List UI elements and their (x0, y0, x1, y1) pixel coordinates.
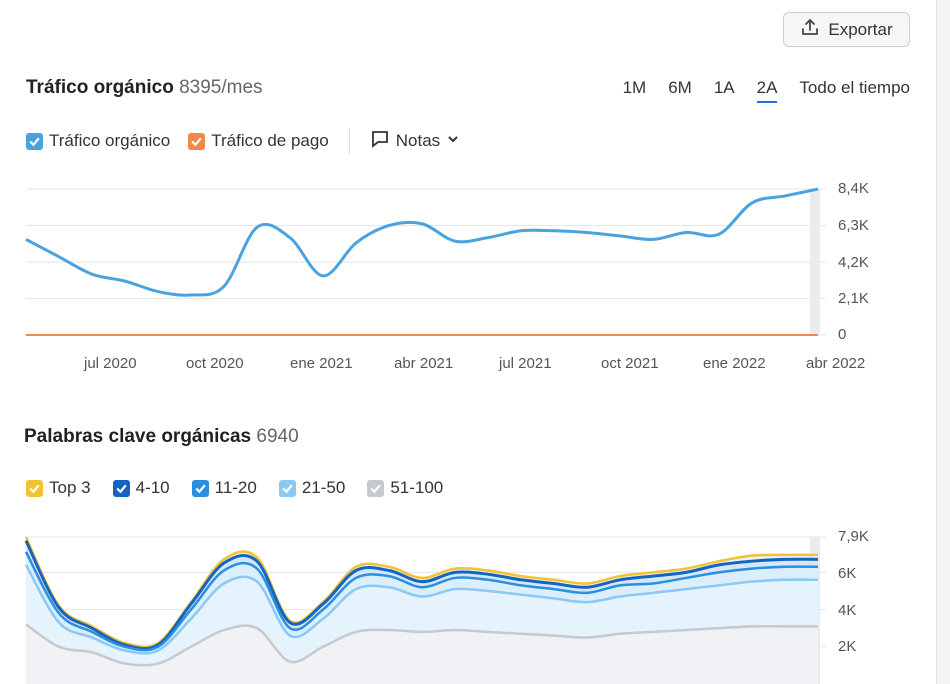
y-tick: 6,3K (838, 217, 869, 234)
chevron-down-icon (446, 131, 460, 151)
y-tick: 8,4K (838, 180, 869, 197)
keywords-legend: Top 3 4-10 11-20 21-50 51-100 (26, 478, 443, 498)
x-tick: oct 2021 (601, 355, 659, 372)
x-tick: jul 2020 (84, 355, 137, 372)
export-label: Exportar (828, 19, 893, 39)
legend-11-20[interactable]: 11-20 (191, 478, 257, 498)
traffic-value: 8395/mes (179, 77, 263, 98)
series-line (24, 536, 819, 649)
y-tick: 2K (838, 638, 857, 655)
legend-organic-label: Tráfico orgánico (49, 131, 171, 150)
x-tick: ene 2021 (290, 355, 353, 372)
traffic-title-label: Tráfico orgánico (26, 77, 174, 98)
period-2a[interactable]: 2A (756, 78, 778, 103)
checkbox-checked-icon[interactable] (26, 479, 43, 497)
notes-label: Notas (395, 131, 441, 150)
series-area (26, 624, 818, 684)
legend-21-50[interactable]: 21-50 (278, 478, 346, 498)
series-line (24, 540, 819, 651)
checkbox-checked-icon[interactable] (367, 479, 385, 497)
export-button[interactable]: Exportar (783, 12, 910, 47)
series-line (24, 551, 819, 652)
y-tick: 2,1K (838, 290, 869, 307)
checkbox-checked-icon[interactable] (112, 479, 130, 497)
period-all-time[interactable]: Todo el tiempo (799, 78, 910, 97)
traffic-title: Tráfico orgánico 8395/mes (26, 77, 263, 99)
current-period-band (810, 189, 820, 335)
legend-divider (348, 128, 350, 154)
legend-top3-label: Top 3 (49, 478, 91, 497)
keywords-title: Palabras clave orgánicas 6940 (24, 426, 299, 448)
legend-21-50-label: 21-50 (301, 478, 346, 497)
legend-paid-label: Tráfico de pago (211, 131, 329, 150)
y-tick: 4K (838, 602, 857, 619)
checkbox-checked-icon[interactable] (278, 479, 296, 497)
upload-icon (800, 17, 820, 42)
period-6m[interactable]: 6M (668, 78, 692, 97)
keywords-value: 6940 (256, 426, 299, 447)
checkbox-checked-icon[interactable] (26, 132, 43, 150)
scrollbar-track[interactable] (936, 0, 950, 684)
checkbox-checked-icon[interactable] (191, 479, 209, 497)
keywords-title-label: Palabras clave orgánicas (24, 426, 252, 447)
notes-dropdown[interactable]: Notas (370, 129, 460, 154)
traffic-legend: Tráfico orgánico Tráfico de pago Notas (26, 128, 460, 154)
legend-paid[interactable]: Tráfico de pago (188, 131, 329, 151)
legend-organic[interactable]: Tráfico orgánico (26, 131, 170, 151)
checkbox-checked-icon[interactable] (188, 132, 206, 150)
legend-51-100-label: 51-100 (390, 478, 444, 497)
period-selector: 1M 6M 1A 2A Todo el tiempo (623, 78, 910, 103)
legend-top3[interactable]: Top 3 (26, 478, 91, 498)
period-1a[interactable]: 1A (713, 78, 735, 97)
y-tick: 7,9K (838, 528, 869, 545)
legend-51-100[interactable]: 51-100 (367, 478, 443, 498)
legend-4-10-label: 4-10 (135, 478, 170, 497)
series-line (25, 623, 818, 667)
y-tick: 0 (838, 326, 847, 343)
y-tick: 6K (838, 565, 857, 582)
series-line (24, 564, 819, 655)
period-1m[interactable]: 1M (622, 78, 647, 97)
x-tick: oct 2020 (186, 355, 244, 372)
legend-11-20-label: 11-20 (214, 478, 257, 497)
legend-4-10[interactable]: 4-10 (112, 478, 170, 498)
x-tick: jul 2021 (499, 355, 552, 372)
y-tick: 4,2K (838, 254, 869, 271)
x-tick: abr 2022 (806, 355, 866, 372)
x-tick: ene 2022 (703, 355, 766, 372)
comment-icon (370, 129, 390, 154)
x-tick: abr 2021 (394, 355, 454, 372)
